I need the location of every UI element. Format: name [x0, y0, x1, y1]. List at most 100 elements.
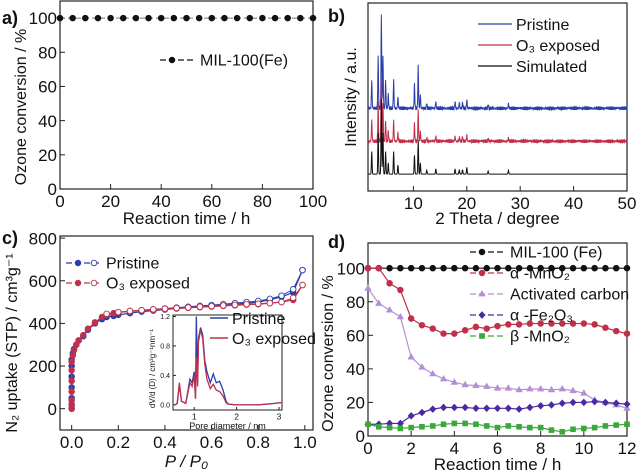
data-point [386, 424, 393, 431]
data-point [505, 321, 512, 328]
panel-d: 0 2 4 6 8 10 12 0 20 40 60 80 100 MIL-100 (Fe) α -MnO₂… [320, 232, 636, 473]
xrd-pattern-1 [367, 72, 628, 145]
data-point [82, 14, 89, 22]
x-tick-label: 1.0 [293, 433, 317, 452]
legend-label: O₃ exposed [232, 331, 316, 348]
data-point [515, 385, 523, 393]
data-point [297, 14, 304, 22]
data-point [115, 308, 122, 316]
data-point [494, 424, 501, 431]
data-point [365, 421, 371, 428]
data-point [271, 14, 279, 22]
data-point [537, 402, 545, 410]
y-axis-title: Ozone conversion / % [320, 275, 337, 432]
data-point [624, 421, 630, 428]
inset-frame [172, 314, 283, 411]
data-point [219, 302, 227, 309]
data-point [243, 300, 250, 308]
plot-frame [59, 235, 314, 431]
data-point [221, 14, 228, 22]
data-point [450, 403, 458, 412]
data-point [526, 403, 534, 412]
data-point [208, 302, 215, 310]
data-point [450, 378, 459, 385]
data-point [516, 423, 522, 430]
data-point [90, 279, 98, 287]
data-point [505, 264, 512, 272]
data-point [233, 14, 241, 22]
data-point [375, 264, 383, 272]
data-point [397, 264, 404, 272]
data-point [309, 14, 317, 22]
data-point [623, 264, 631, 272]
data-point [580, 264, 588, 272]
data-point [254, 300, 262, 308]
data-point [493, 384, 502, 391]
data-point [612, 327, 620, 335]
data-point [278, 292, 285, 299]
data-point [613, 422, 620, 428]
y-tick-label: 0.4 [160, 373, 170, 380]
data-point [68, 402, 75, 409]
data-point [451, 264, 458, 272]
data-point [569, 386, 577, 394]
data-point [451, 330, 458, 337]
data-point [581, 425, 587, 432]
data-point [494, 322, 501, 330]
data-point [478, 289, 486, 297]
data-point [526, 320, 534, 327]
inset-pore-size: 1 2 3 0.0 0.4 0.8 1.2 Pristine O₃ exposed Pore di… [148, 311, 316, 431]
data-point [591, 397, 599, 406]
x-tick-label: 10 [574, 439, 593, 458]
x-tick-label: 0.4 [153, 433, 177, 452]
panel-label: a) [2, 8, 18, 28]
data-point [602, 264, 609, 272]
x-tick-label: 8 [536, 439, 545, 458]
x-tick-label: 0.8 [246, 433, 270, 452]
data-point [461, 380, 469, 388]
data-point [547, 385, 556, 393]
data-point [407, 353, 415, 360]
data-point [504, 404, 512, 413]
y-axis-title: Intensity / a.u. [343, 47, 360, 147]
data-point [69, 14, 76, 22]
y-tick-label: 600 [29, 272, 57, 291]
legend-label: Pristine [232, 311, 285, 328]
x-tick-label: 100 [299, 192, 327, 211]
data-point [266, 299, 274, 307]
data-point [74, 259, 82, 267]
data-point [479, 333, 485, 339]
y-tick-label: 200 [29, 357, 57, 376]
data-point [289, 294, 297, 302]
data-point [68, 377, 75, 385]
y-tick-label: 0 [48, 400, 57, 419]
plot-frame [59, 0, 314, 190]
x-axis-title: P / P₀ [165, 452, 208, 471]
data-point [569, 320, 577, 327]
legend-label: Simulated [516, 59, 587, 76]
data-point [299, 266, 306, 274]
data-point [439, 403, 448, 412]
data-point [429, 405, 437, 413]
data-point [126, 307, 134, 315]
x-tick-label: 0 [55, 192, 64, 211]
data-point [472, 404, 480, 413]
x-tick-label: 2 [406, 439, 415, 458]
data-point [407, 264, 415, 272]
data-point [138, 306, 145, 314]
y-tick-label: 60 [38, 78, 57, 97]
data-point [548, 320, 555, 327]
y-tick-label: 0 [48, 180, 57, 199]
data-point [407, 412, 415, 420]
data-point [429, 369, 437, 377]
data-point [515, 405, 523, 413]
y-tick-label: 20 [38, 146, 57, 165]
x-tick-label: 2 [234, 412, 239, 422]
data-point [132, 14, 140, 22]
data-point [472, 323, 480, 331]
data-point [68, 358, 75, 366]
x-axis-title: Reaction time / h [123, 209, 251, 228]
data-point [537, 320, 544, 327]
data-point [161, 305, 169, 312]
y-tick-label: 40 [38, 112, 57, 131]
